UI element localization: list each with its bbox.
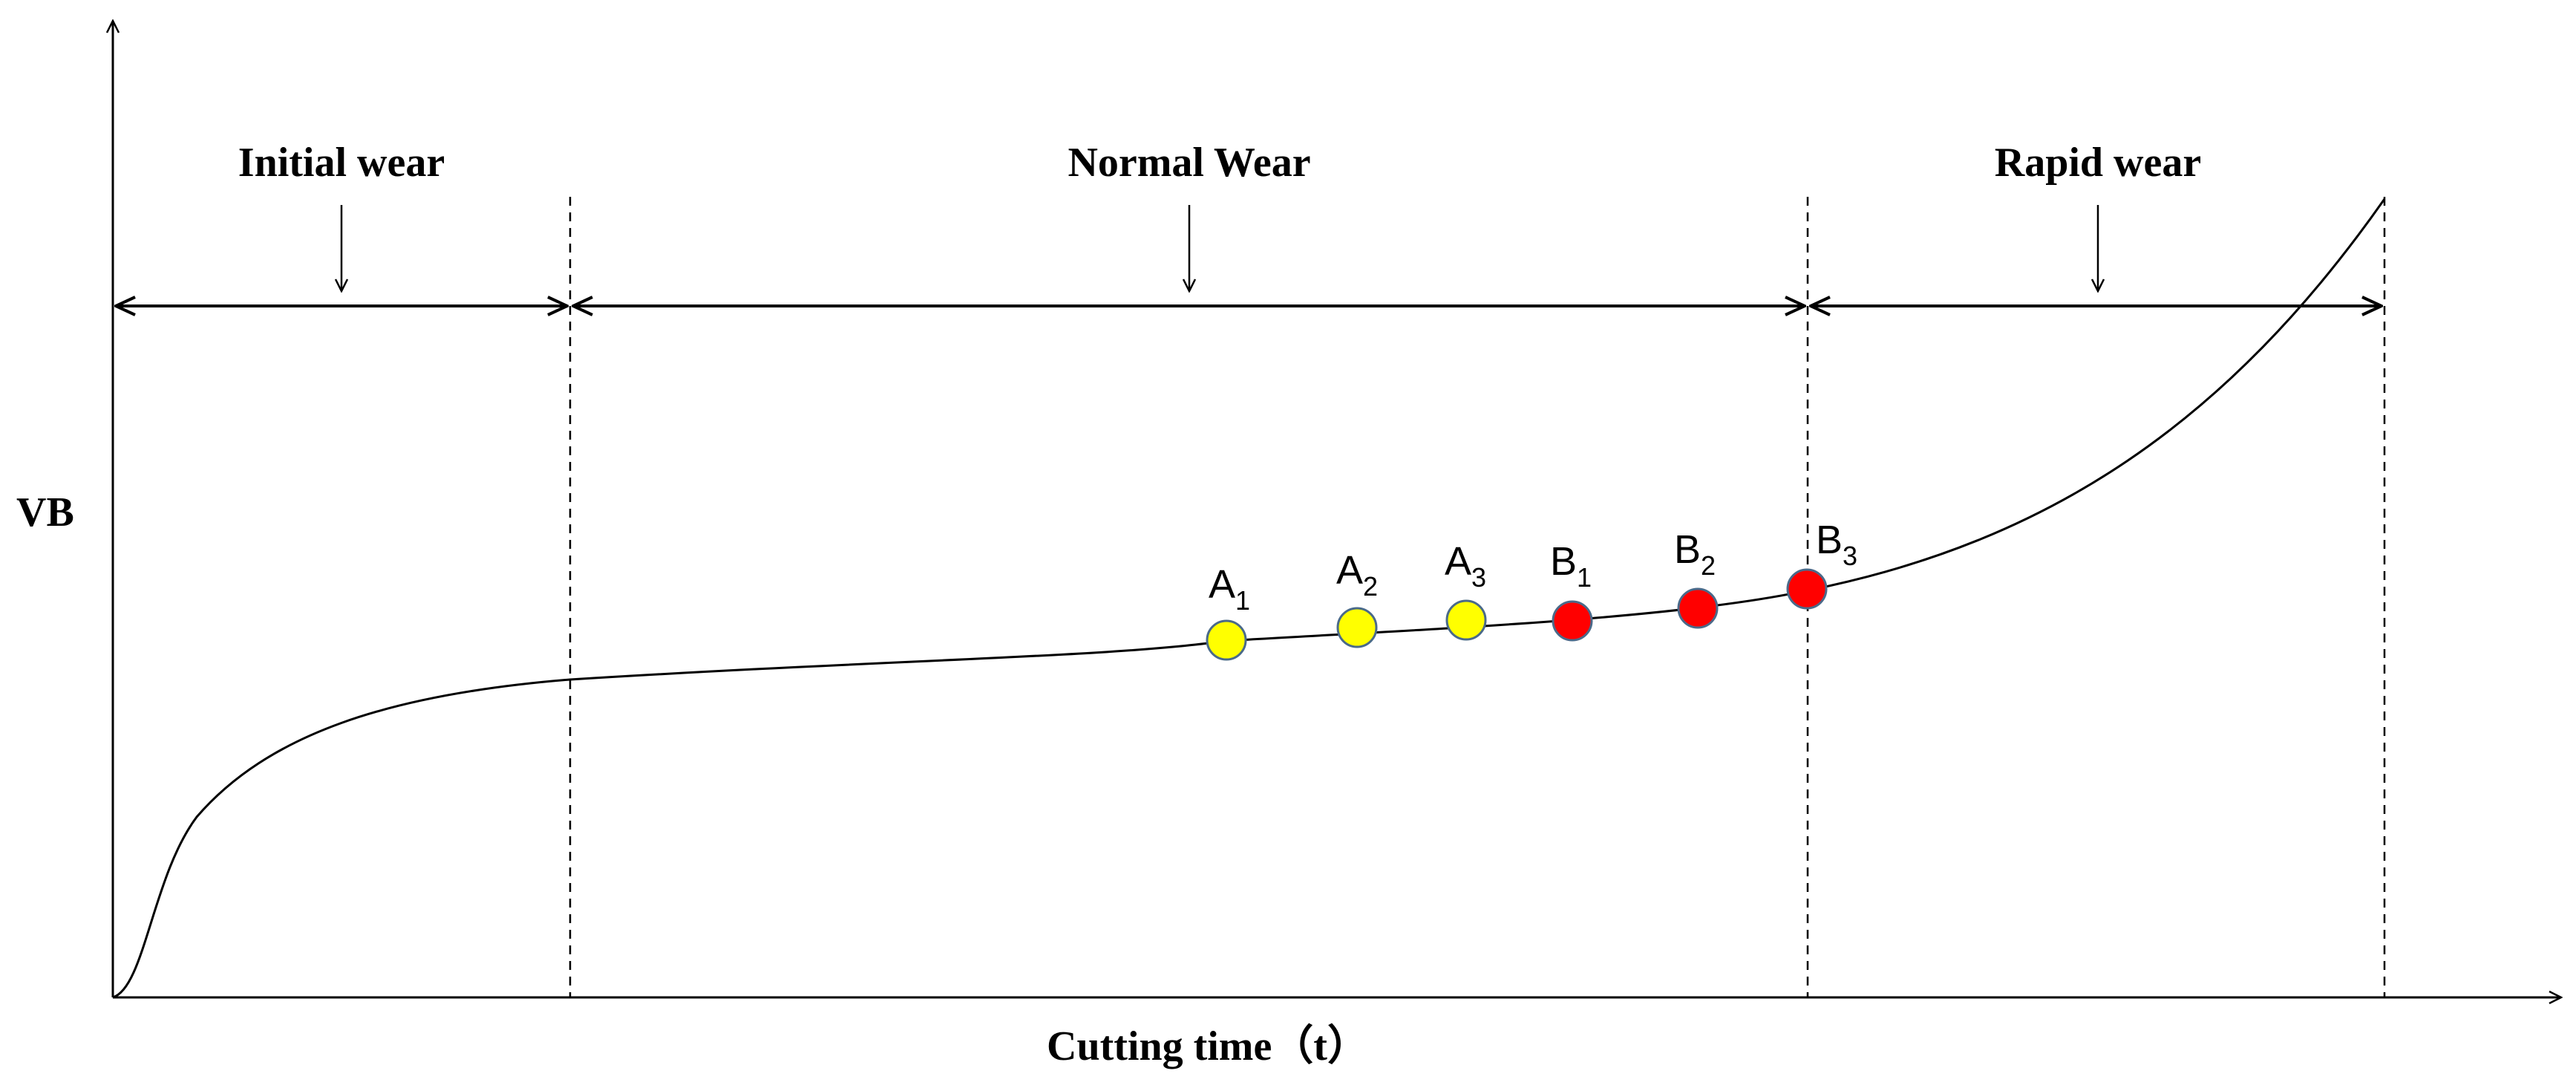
x-axis-label: Cutting time（t） — [1047, 1023, 1369, 1069]
region-label-rapid: Rapid wear — [1995, 140, 2201, 186]
point-label-A1: A1 — [1209, 562, 1250, 616]
point-label-B3: B3 — [1816, 518, 1857, 571]
point-label-B2: B2 — [1674, 527, 1716, 581]
y-axis-label: VB — [16, 489, 74, 535]
region-label-normal: Normal Wear — [1068, 140, 1310, 186]
point-A1: A1 — [1206, 562, 1250, 661]
point-A2: A2 — [1336, 548, 1378, 648]
point-A3: A3 — [1445, 539, 1487, 641]
point-label-A2: A2 — [1336, 548, 1378, 602]
point-B2: B2 — [1674, 527, 1719, 629]
point-B3: B3 — [1786, 518, 1857, 610]
point-label-A3: A3 — [1445, 539, 1486, 593]
point-B1: B1 — [1550, 539, 1593, 642]
point-label-B1: B1 — [1550, 539, 1592, 593]
region-label-initial: Initial wear — [238, 140, 445, 186]
wear-curve — [112, 198, 2386, 999]
